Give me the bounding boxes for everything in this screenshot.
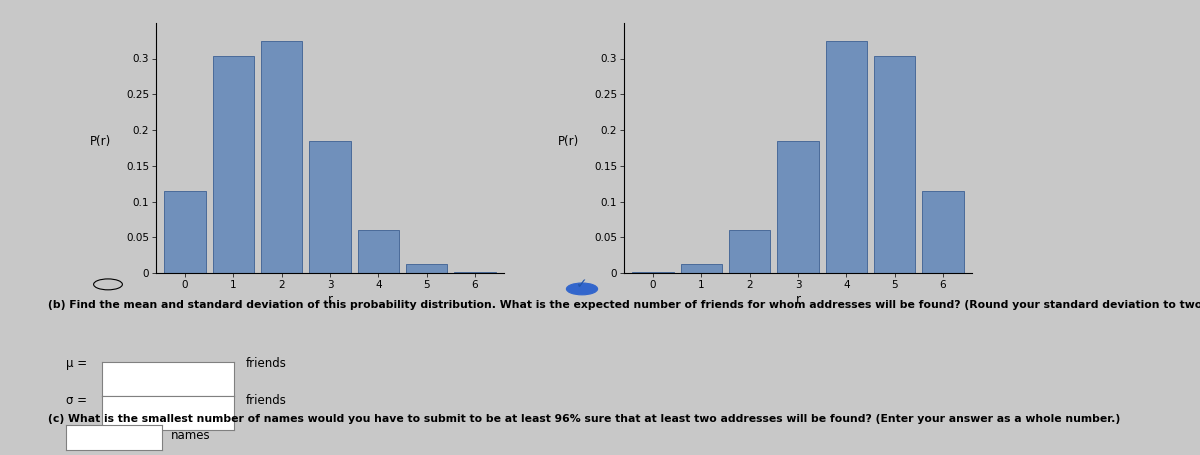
Bar xyxy=(923,192,964,273)
Bar xyxy=(632,272,673,273)
Y-axis label: P(r): P(r) xyxy=(558,135,580,148)
Text: μ =: μ = xyxy=(66,357,88,370)
Bar xyxy=(826,41,866,273)
Bar xyxy=(212,56,254,273)
Bar xyxy=(358,230,398,273)
Text: names: names xyxy=(170,429,210,442)
Y-axis label: P(r): P(r) xyxy=(90,135,112,148)
Bar xyxy=(455,272,496,273)
Bar xyxy=(310,141,350,273)
X-axis label: r: r xyxy=(796,293,800,306)
Bar xyxy=(778,141,818,273)
Bar xyxy=(874,56,916,273)
Bar xyxy=(680,264,722,273)
Text: friends: friends xyxy=(246,394,287,407)
Bar xyxy=(730,230,770,273)
Text: (b) Find the mean and standard deviation of this probability distribution. What : (b) Find the mean and standard deviation… xyxy=(48,300,1200,310)
X-axis label: r: r xyxy=(328,293,332,306)
Text: ✓: ✓ xyxy=(576,278,588,291)
Text: σ =: σ = xyxy=(66,394,88,407)
Bar xyxy=(262,41,302,273)
Bar xyxy=(406,264,448,273)
Text: friends: friends xyxy=(246,357,287,370)
Bar xyxy=(164,192,205,273)
Text: (c) What is the smallest number of names would you have to submit to be at least: (c) What is the smallest number of names… xyxy=(48,414,1121,424)
